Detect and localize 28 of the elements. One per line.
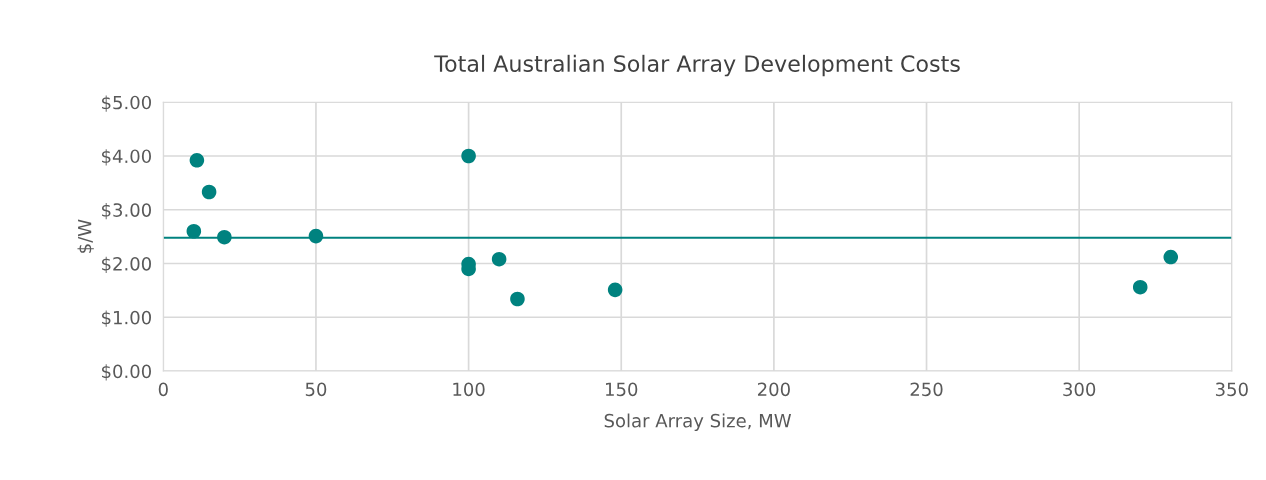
x-tick-label: 100 [453,382,485,397]
x-tick-label: 300 [1063,382,1096,397]
point [186,223,202,239]
point [217,229,232,245]
x-tick-label: 150 [606,382,638,397]
y-tick-label: $5.00 [102,95,151,112]
x-tick-label: 200 [757,382,790,397]
x-tick-label: 50 [305,382,327,397]
x-tick-label: 350 [1215,382,1248,397]
point [607,282,623,298]
point [1163,249,1179,265]
point [201,184,217,200]
x-axis-title: Solar Array Size, MW [604,413,792,431]
point [510,291,525,307]
y-tick-label: $4.00 [102,149,151,166]
y-axis-title: $/W [77,219,94,253]
y-tick-label: $2.00 [102,256,151,274]
point [308,228,324,244]
point [189,153,205,168]
y-tick-label: $3.00 [102,202,151,220]
x-tick-label: 0 [158,382,168,397]
point [461,148,476,164]
y-tick-label: $1.00 [102,310,151,327]
y-tick-label: $0.00 [102,364,151,381]
x-tick-label: 250 [910,382,943,397]
chart-title: Total Australian Solar Array Development Costs [434,54,960,77]
point [1132,279,1148,295]
point [491,251,507,267]
